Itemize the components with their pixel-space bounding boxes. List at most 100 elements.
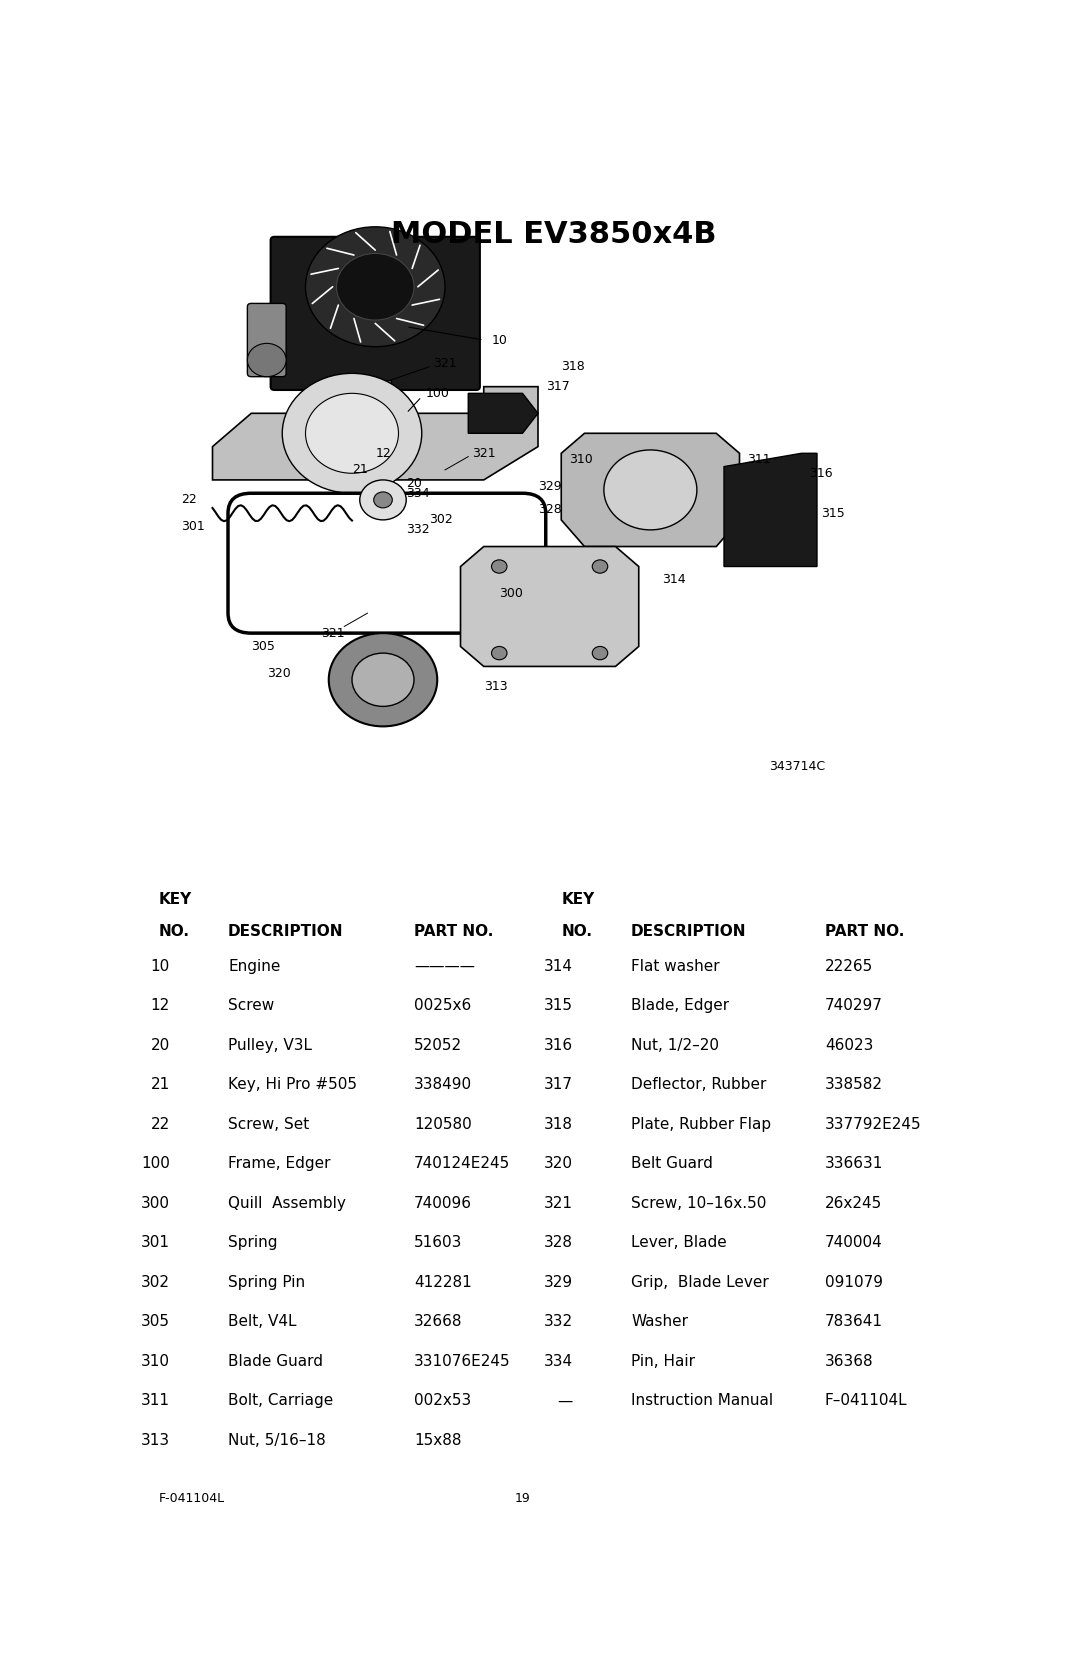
Text: 315: 315 bbox=[544, 997, 572, 1012]
Text: 320: 320 bbox=[544, 1156, 572, 1171]
Text: 321: 321 bbox=[544, 1196, 572, 1211]
Text: 412281: 412281 bbox=[414, 1274, 472, 1289]
Text: 21: 21 bbox=[352, 464, 368, 477]
Text: Belt, V4L: Belt, V4L bbox=[228, 1314, 297, 1329]
Text: 0025x6: 0025x6 bbox=[414, 997, 471, 1012]
Text: 36368: 36368 bbox=[825, 1354, 874, 1369]
Text: 51603: 51603 bbox=[414, 1236, 462, 1251]
Circle shape bbox=[604, 450, 697, 530]
Text: 316: 316 bbox=[543, 1037, 572, 1053]
Text: 337792E245: 337792E245 bbox=[825, 1118, 921, 1131]
Text: 338490: 338490 bbox=[414, 1078, 472, 1093]
Text: 338582: 338582 bbox=[825, 1078, 882, 1093]
Text: Screw, 10–16x.50: Screw, 10–16x.50 bbox=[631, 1196, 767, 1211]
Polygon shape bbox=[460, 547, 638, 667]
Text: Belt Guard: Belt Guard bbox=[631, 1156, 713, 1171]
Circle shape bbox=[592, 560, 608, 574]
Text: 22: 22 bbox=[181, 494, 198, 507]
Text: Screw: Screw bbox=[228, 997, 274, 1012]
Text: Bolt, Carriage: Bolt, Carriage bbox=[228, 1393, 334, 1408]
Text: NO.: NO. bbox=[562, 924, 592, 939]
Text: F-041104L: F-041104L bbox=[159, 1491, 225, 1505]
Text: 311: 311 bbox=[140, 1393, 170, 1408]
Text: PART NO.: PART NO. bbox=[414, 924, 494, 939]
Text: 740096: 740096 bbox=[414, 1196, 472, 1211]
Text: 19: 19 bbox=[515, 1491, 530, 1505]
Circle shape bbox=[328, 634, 437, 726]
Text: 317: 317 bbox=[545, 380, 569, 394]
Text: 321: 321 bbox=[472, 447, 496, 460]
Text: KEY: KEY bbox=[159, 892, 191, 907]
Circle shape bbox=[306, 227, 445, 347]
Text: 52052: 52052 bbox=[414, 1037, 462, 1053]
Text: —: — bbox=[557, 1393, 572, 1408]
Text: 21: 21 bbox=[150, 1078, 170, 1093]
Polygon shape bbox=[213, 387, 538, 480]
Text: 305: 305 bbox=[140, 1314, 170, 1329]
Text: Lever, Blade: Lever, Blade bbox=[631, 1236, 727, 1251]
Circle shape bbox=[247, 344, 286, 377]
Text: 10: 10 bbox=[491, 334, 508, 347]
Text: 740004: 740004 bbox=[825, 1236, 882, 1251]
Text: Spring Pin: Spring Pin bbox=[228, 1274, 306, 1289]
Text: Nut, 5/16–18: Nut, 5/16–18 bbox=[228, 1433, 326, 1448]
Text: 302: 302 bbox=[140, 1274, 170, 1289]
Text: MODEL EV3850x4B: MODEL EV3850x4B bbox=[391, 220, 716, 249]
Circle shape bbox=[592, 647, 608, 661]
Text: 314: 314 bbox=[544, 959, 572, 974]
Text: 320: 320 bbox=[267, 667, 291, 679]
Text: 332: 332 bbox=[543, 1314, 572, 1329]
Text: 310: 310 bbox=[569, 454, 593, 467]
Text: 318: 318 bbox=[562, 360, 585, 374]
Text: 740124E245: 740124E245 bbox=[414, 1156, 510, 1171]
Text: 091079: 091079 bbox=[825, 1274, 882, 1289]
Text: 334: 334 bbox=[406, 487, 430, 500]
Text: 32668: 32668 bbox=[414, 1314, 462, 1329]
Circle shape bbox=[491, 560, 507, 574]
Text: Spring: Spring bbox=[228, 1236, 278, 1251]
Polygon shape bbox=[562, 434, 740, 547]
Circle shape bbox=[282, 374, 422, 494]
Text: 120580: 120580 bbox=[414, 1118, 472, 1131]
Text: 329: 329 bbox=[538, 480, 562, 494]
Text: DESCRIPTION: DESCRIPTION bbox=[228, 924, 343, 939]
Text: Screw, Set: Screw, Set bbox=[228, 1118, 309, 1131]
Text: 328: 328 bbox=[538, 504, 562, 517]
Text: 22: 22 bbox=[150, 1118, 170, 1131]
Text: 300: 300 bbox=[140, 1196, 170, 1211]
Text: 315: 315 bbox=[821, 507, 845, 520]
Text: Quill  Assembly: Quill Assembly bbox=[228, 1196, 346, 1211]
Text: NO.: NO. bbox=[159, 924, 189, 939]
FancyBboxPatch shape bbox=[247, 304, 286, 377]
Text: Blade, Edger: Blade, Edger bbox=[631, 997, 729, 1012]
Text: 100: 100 bbox=[426, 387, 449, 400]
Text: KEY: KEY bbox=[562, 892, 594, 907]
Text: 332: 332 bbox=[406, 524, 430, 537]
Text: 331076E245: 331076E245 bbox=[414, 1354, 511, 1369]
Text: F–041104L: F–041104L bbox=[825, 1393, 907, 1408]
Text: 15x88: 15x88 bbox=[414, 1433, 461, 1448]
Text: 300: 300 bbox=[499, 587, 523, 600]
Text: 313: 313 bbox=[140, 1433, 170, 1448]
Text: 316: 316 bbox=[809, 467, 833, 480]
Text: Blade Guard: Blade Guard bbox=[228, 1354, 323, 1369]
Text: 313: 313 bbox=[484, 681, 508, 692]
Text: Flat washer: Flat washer bbox=[631, 959, 719, 974]
Text: Pin, Hair: Pin, Hair bbox=[631, 1354, 696, 1369]
Text: Pulley, V3L: Pulley, V3L bbox=[228, 1037, 312, 1053]
Text: Engine: Engine bbox=[228, 959, 281, 974]
Text: 301: 301 bbox=[140, 1236, 170, 1251]
Text: 12: 12 bbox=[375, 447, 391, 460]
Text: Plate, Rubber Flap: Plate, Rubber Flap bbox=[631, 1118, 771, 1131]
Text: Grip,  Blade Lever: Grip, Blade Lever bbox=[631, 1274, 769, 1289]
Text: Frame, Edger: Frame, Edger bbox=[228, 1156, 330, 1171]
Circle shape bbox=[360, 480, 406, 520]
Polygon shape bbox=[469, 394, 538, 434]
Text: 321: 321 bbox=[321, 627, 345, 639]
Text: 329: 329 bbox=[543, 1274, 572, 1289]
FancyBboxPatch shape bbox=[271, 237, 480, 390]
Text: 12: 12 bbox=[150, 997, 170, 1012]
Text: 20: 20 bbox=[406, 477, 422, 490]
Text: 20: 20 bbox=[150, 1037, 170, 1053]
Text: 783641: 783641 bbox=[825, 1314, 882, 1329]
